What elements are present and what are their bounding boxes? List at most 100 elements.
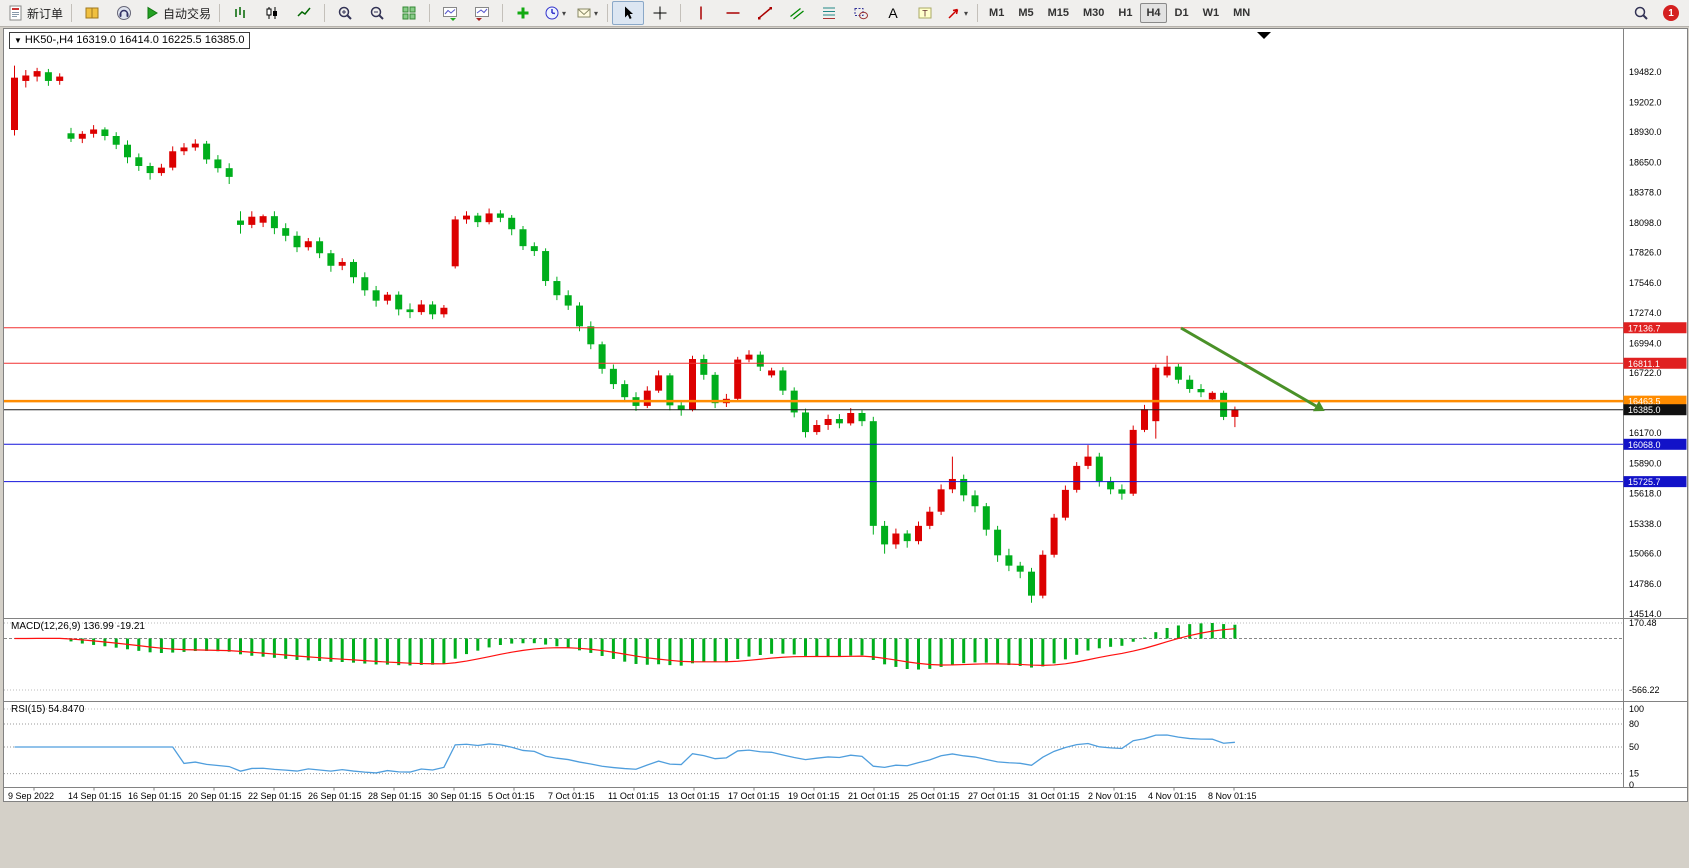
fibonacci-button[interactable] [813,1,845,25]
price-chart[interactable]: 19482.0 19202.0 18930.0 18650.0 18378.0 18098… [4,29,1687,801]
chart-bars-button[interactable] [224,1,256,25]
timeframe-m1-button[interactable]: M1 [989,7,1005,19]
svg-text:16722.0: 16722.0 [1629,368,1662,378]
svg-text:20 Sep 01:15: 20 Sep 01:15 [188,791,242,801]
svg-text:17 Oct 01:15: 17 Oct 01:15 [728,791,780,801]
clock-icon [545,6,559,20]
rsi-axis-label: 100 [1629,704,1644,714]
svg-text:26 Sep 01:15: 26 Sep 01:15 [308,791,362,801]
hline-icon [726,12,740,14]
symbol-ohlc-box[interactable]: ▼ HK50-,H4 16319.0 16414.0 16225.5 16385.… [9,32,250,49]
text-label-button[interactable]: T [909,1,941,25]
svg-text:15890.0: 15890.0 [1629,459,1662,469]
notification-badge[interactable]: 1 [1663,5,1679,21]
rsi-line [14,734,1235,774]
grid-green-icon [402,6,416,20]
indicators-button[interactable] [507,1,539,25]
text-button[interactable]: A [877,1,909,25]
labelT-icon: T [918,7,932,19]
vertical-line-button[interactable] [685,1,717,25]
market-watch-button[interactable] [76,1,108,25]
search-button[interactable] [1625,1,1657,25]
timeframe-m30-button[interactable]: M30 [1083,7,1105,19]
zoom-out-button[interactable] [361,1,393,25]
timeframe-h1-button[interactable]: H1 [1118,7,1133,19]
pivot-price-badge [1623,395,1687,407]
toolbar-separator [680,4,682,22]
svg-text:14786.0: 14786.0 [1629,579,1662,589]
timeframe-m15-button[interactable]: M15 [1047,7,1069,19]
rsi-axis-label: 15 [1629,769,1639,779]
play-green-icon [147,6,158,20]
svg-text:14514.0: 14514.0 [1629,609,1662,619]
periods-button[interactable]: ▾ [539,1,571,25]
svg-text:19202.0: 19202.0 [1629,98,1662,108]
timeframe-mn-button[interactable]: MN [1233,7,1251,19]
tline-icon [758,7,773,20]
timeframe-h4-button[interactable]: H4 [1140,3,1167,23]
arrows-button[interactable]: ▾ [941,1,973,25]
horizontal-line-button[interactable] [717,1,749,25]
trendline-button[interactable] [749,1,781,25]
svg-text:4 Nov 01:15: 4 Nov 01:15 [1148,791,1197,801]
svg-text:16068.0: 16068.0 [1628,440,1661,450]
svg-text:11 Oct 01:15: 11 Oct 01:15 [608,791,659,801]
candlesticks [11,65,1239,603]
symbol-ohlc-text: HK50-,H4 16319.0 16414.0 16225.5 16385.0 [24,34,245,46]
shapes-icon [854,8,869,20]
shapes-button[interactable] [845,1,877,25]
time-axis[interactable]: 9 Sep 2022 14 Sep 01:15 16 Sep 01:15 20 Sep… [8,787,1257,802]
crosshair-button[interactable] [644,1,676,25]
cursor-button[interactable] [612,1,645,25]
chart-candles-button[interactable] [256,1,288,25]
book-yellow-icon [85,7,99,19]
svg-text:22 Sep 01:15: 22 Sep 01:15 [248,791,302,801]
toolbar-separator [607,4,609,22]
rsi-axis-label: 80 [1629,719,1639,729]
resistance-price-badge [1623,357,1687,369]
rsi-indicator-label: RSI(15) 54.8470 [11,704,85,715]
chart-line-button[interactable] [288,1,320,25]
tile-windows-button[interactable] [393,1,425,25]
chart-shift-button[interactable] [466,1,498,25]
svg-text:17136.7: 17136.7 [1628,323,1661,333]
macd-axis-max: 170.48 [1629,618,1657,628]
toolbar-separator [429,4,431,22]
svg-text:17826.0: 17826.0 [1629,248,1662,258]
toolbar-separator [977,4,979,22]
svg-text:15725.7: 15725.7 [1628,477,1661,487]
trend-arrow[interactable] [1180,326,1325,412]
horizontal-lines [4,327,1623,483]
auto-scroll-button[interactable] [434,1,466,25]
auto-trading-button[interactable]: 自动交易 [140,1,215,25]
svg-text:31 Oct 01:15: 31 Oct 01:15 [1028,791,1080,801]
headset-icon [117,6,132,20]
svg-text:18930.0: 18930.0 [1629,127,1662,137]
templates-button[interactable]: ▾ [571,1,603,25]
svg-text:21 Oct 01:15: 21 Oct 01:15 [848,791,900,801]
timeframe-d1-button[interactable]: D1 [1174,7,1189,19]
textA-icon: A [888,5,898,21]
chart-scroll-marker[interactable] [1257,32,1271,39]
timeframe-w1-button[interactable]: W1 [1202,7,1220,19]
svg-text:16385.0: 16385.0 [1628,405,1661,415]
zoom-in-button[interactable] [329,1,361,25]
crosshair-icon [653,6,667,20]
doc-plus-icon [9,5,22,21]
chevron-down-icon: ▾ [594,8,599,18]
new-order-button[interactable]: 新订单 [4,1,67,25]
data-window-button[interactable] [108,1,140,25]
chart-window: 19482.0 19202.0 18930.0 18650.0 18378.0 18098… [3,28,1688,802]
svg-text:15338.0: 15338.0 [1629,519,1662,529]
macd-axis-min: -566.22 [1629,685,1660,695]
svg-text:18650.0: 18650.0 [1629,158,1662,168]
vline-icon [700,6,702,20]
current-price-badge [1623,404,1687,416]
equidistant-channel-button[interactable] [781,1,813,25]
toolbar-separator [324,4,326,22]
svg-text:30 Sep 01:15: 30 Sep 01:15 [428,791,482,801]
arrow-icon [948,8,959,19]
timeframe-m5-button[interactable]: M5 [1018,7,1034,19]
